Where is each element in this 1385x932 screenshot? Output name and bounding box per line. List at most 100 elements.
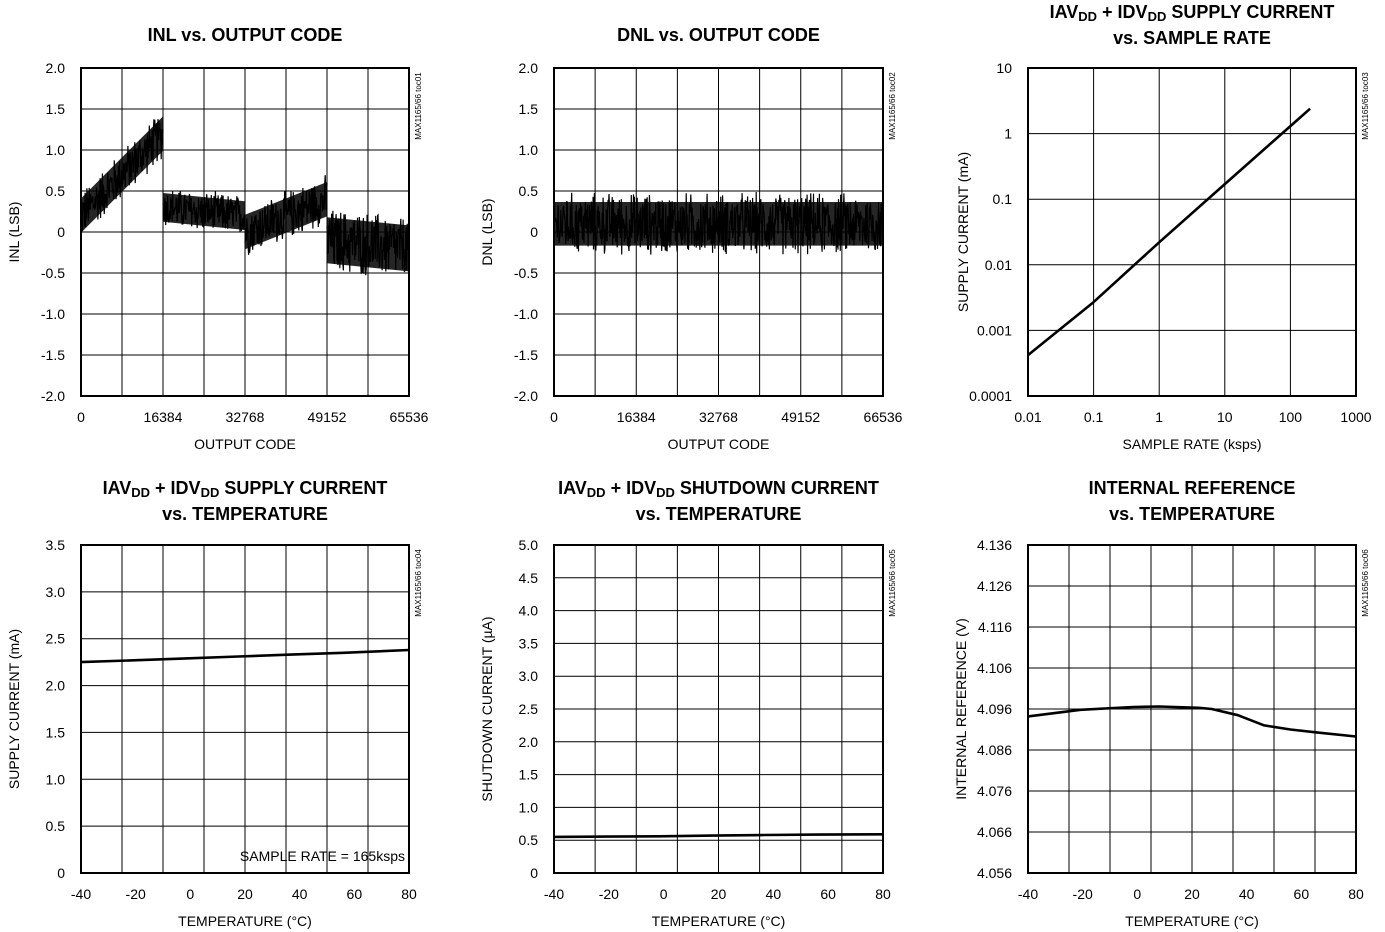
y-tick-label: 0 bbox=[57, 865, 65, 881]
y-tick-label: 4.5 bbox=[519, 570, 539, 586]
plot-frame bbox=[80, 544, 410, 874]
x-axis-label: TEMPERATURE (°C) bbox=[652, 913, 786, 929]
x-tick-label: 40 bbox=[292, 886, 308, 902]
x-tick-label: 66536 bbox=[864, 409, 903, 425]
y-tick-label: 4.056 bbox=[977, 865, 1012, 881]
y-axis-label: INTERNAL REFERENCE (V) bbox=[953, 618, 969, 800]
noise-band bbox=[327, 217, 409, 272]
y-tick-label: 3.0 bbox=[519, 668, 539, 684]
y-tick-label: 4.066 bbox=[977, 824, 1012, 840]
annotation-label: SAMPLE RATE = 165ksps bbox=[240, 848, 405, 864]
title-part: + IDV bbox=[150, 478, 201, 498]
noise-band bbox=[163, 193, 245, 230]
y-tick-label: 3.5 bbox=[519, 635, 539, 651]
y-tick-label: 4.136 bbox=[977, 537, 1012, 553]
y-axis-label: INL (LSB) bbox=[6, 202, 22, 263]
title-subscript: DD bbox=[587, 485, 606, 500]
x-tick-label: 60 bbox=[820, 886, 836, 902]
x-axis-label: TEMPERATURE (°C) bbox=[1125, 913, 1259, 929]
chart-toc04: IAVDD + IDVDD SUPPLY CURRENT vs. TEMPERAT… bbox=[6, 478, 423, 929]
title-subscript: DD bbox=[1148, 9, 1167, 24]
y-tick-label: 1.5 bbox=[519, 767, 539, 783]
title-part: IAV bbox=[558, 478, 587, 498]
title-part: + IDV bbox=[1097, 2, 1148, 22]
title-part: vs. TEMPERATURE bbox=[162, 504, 328, 524]
y-tick-label: 1.0 bbox=[46, 142, 66, 158]
chart-title: DNL vs. OUTPUT CODE bbox=[617, 25, 820, 45]
x-tick-label: 0 bbox=[77, 409, 85, 425]
x-tick-label: 20 bbox=[711, 886, 727, 902]
x-tick-label: 80 bbox=[401, 886, 417, 902]
chart-title: vs. TEMPERATURE bbox=[162, 504, 328, 524]
x-axis-label: OUTPUT CODE bbox=[194, 436, 296, 452]
x-tick-label: -40 bbox=[544, 886, 564, 902]
x-tick-label: 40 bbox=[766, 886, 782, 902]
figure-tag: MAX1165/66 toc01 bbox=[414, 72, 423, 140]
data-line bbox=[80, 648, 410, 664]
title-part: INTERNAL REFERENCE bbox=[1089, 478, 1296, 498]
x-tick-label: 60 bbox=[1294, 886, 1310, 902]
chart-title: vs. TEMPERATURE bbox=[1109, 504, 1275, 524]
x-tick-label: 0 bbox=[660, 886, 668, 902]
noise-band bbox=[81, 116, 163, 233]
y-tick-label: 4.106 bbox=[977, 660, 1012, 676]
x-tick-label: 49152 bbox=[308, 409, 347, 425]
y-tick-label: 4.116 bbox=[978, 619, 1012, 635]
figure-tag: MAX1165/66 toc06 bbox=[1361, 549, 1370, 617]
y-tick-label: 1 bbox=[1004, 126, 1012, 142]
title-part: vs. TEMPERATURE bbox=[636, 504, 802, 524]
figure-tag: MAX1165/66 toc05 bbox=[888, 549, 897, 617]
title-part: SUPPLY CURRENT bbox=[219, 478, 387, 498]
x-tick-label: 10 bbox=[1217, 409, 1233, 425]
title-subscript: DD bbox=[131, 485, 150, 500]
y-tick-label: 3.0 bbox=[46, 584, 66, 600]
y-tick-label: 2.5 bbox=[519, 701, 539, 717]
y-tick-label: 4.076 bbox=[977, 783, 1012, 799]
y-tick-label: -1.0 bbox=[41, 306, 65, 322]
x-tick-label: 60 bbox=[347, 886, 363, 902]
y-tick-label: 2.0 bbox=[46, 60, 66, 76]
chart-title: IAVDD + IDVDD SUPPLY CURRENT bbox=[1050, 2, 1335, 24]
title-part: SUPPLY CURRENT bbox=[1166, 2, 1334, 22]
chart-toc01: INL vs. OUTPUT CODE 0 16384 32768 49152 65536… bbox=[6, 25, 429, 452]
y-tick-label: 4.096 bbox=[977, 701, 1012, 717]
y-axis-label: DNL (LSB) bbox=[479, 198, 495, 265]
title-part: vs. SAMPLE RATE bbox=[1113, 28, 1271, 48]
x-tick-label: -40 bbox=[1018, 886, 1038, 902]
y-tick-label: 0.01 bbox=[985, 257, 1012, 273]
y-tick-label: 0.5 bbox=[519, 183, 539, 199]
y-axis-label: SUPPLY CURRENT (mA) bbox=[6, 629, 22, 789]
x-tick-label: 32768 bbox=[699, 409, 738, 425]
y-tick-label: 2.0 bbox=[519, 734, 539, 750]
chart-toc05: IAVDD + IDVDD SHUTDOWN CURRENT vs. TEMPER… bbox=[479, 478, 897, 929]
x-tick-label: -20 bbox=[599, 886, 619, 902]
x-tick-label: 20 bbox=[237, 886, 253, 902]
plot-frame bbox=[80, 67, 410, 397]
x-tick-label: 0.01 bbox=[1014, 409, 1041, 425]
x-tick-label: 20 bbox=[1184, 886, 1200, 902]
x-tick-label: 100 bbox=[1279, 409, 1303, 425]
data-line bbox=[553, 833, 884, 839]
y-tick-label: 0.0001 bbox=[969, 388, 1012, 404]
x-tick-label: 0 bbox=[550, 409, 558, 425]
title-part: DNL vs. OUTPUT CODE bbox=[617, 25, 820, 45]
chart-title: IAVDD + IDVDD SHUTDOWN CURRENT bbox=[558, 478, 879, 500]
y-tick-label: 10 bbox=[996, 60, 1012, 76]
title-part: + IDV bbox=[606, 478, 657, 498]
y-tick-label: -0.5 bbox=[514, 265, 538, 281]
y-tick-label: 4.0 bbox=[519, 603, 539, 619]
x-axis-label: TEMPERATURE (°C) bbox=[178, 913, 312, 929]
title-part: SHUTDOWN CURRENT bbox=[675, 478, 879, 498]
x-tick-label: 65536 bbox=[390, 409, 429, 425]
data-line bbox=[1027, 107, 1311, 357]
chart-title: IAVDD + IDVDD SUPPLY CURRENT bbox=[103, 478, 388, 500]
x-tick-label: -20 bbox=[126, 886, 146, 902]
chart-toc02: DNL vs. OUTPUT CODE 0 16384 32768 49152 66536… bbox=[479, 25, 903, 452]
y-tick-label: 2.0 bbox=[46, 678, 66, 694]
noise-band bbox=[245, 182, 327, 250]
chart-toc06: INTERNAL REFERENCE vs. TEMPERATURE -40 -20 0… bbox=[953, 478, 1370, 929]
y-tick-label: -2.0 bbox=[514, 388, 538, 404]
y-tick-label: 1.5 bbox=[46, 724, 66, 740]
chart-toc03: IAVDD + IDVDD SUPPLY CURRENT vs. SAMPLE R… bbox=[955, 2, 1372, 452]
